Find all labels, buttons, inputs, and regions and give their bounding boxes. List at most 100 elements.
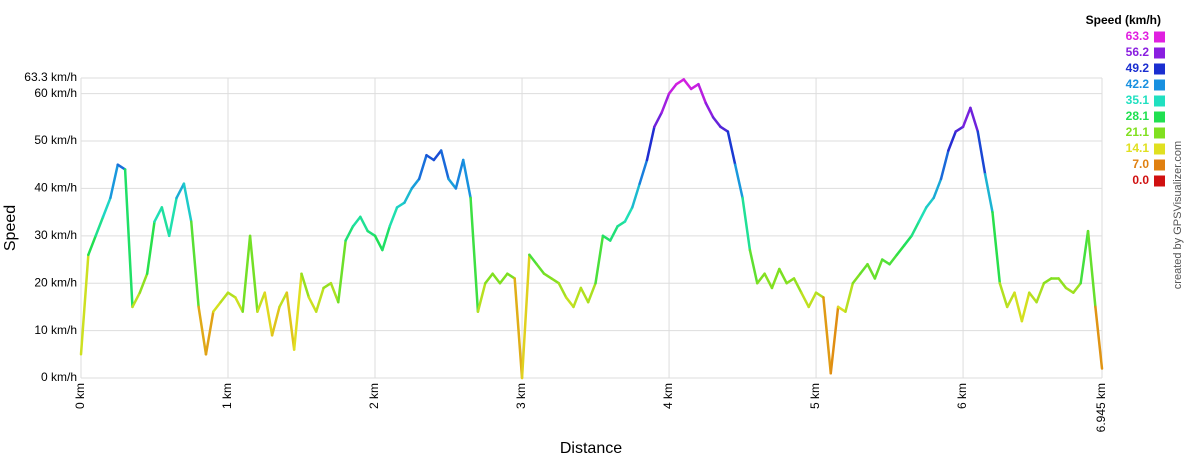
legend-label: 14.1 — [1126, 141, 1150, 155]
legend-label: 21.1 — [1126, 125, 1150, 139]
speed-segment — [763, 272, 774, 290]
speed-segment — [572, 286, 583, 309]
speed-segment — [1013, 291, 1024, 323]
speed-segment — [307, 296, 318, 313]
x-tick-label: 4 km — [661, 383, 675, 409]
speed-segment — [719, 125, 730, 133]
x-tick-label: 6.945 km — [1094, 383, 1108, 432]
speed-segment — [491, 272, 502, 285]
speed-segment — [822, 296, 833, 375]
speed-segment — [79, 253, 90, 356]
y-tick-label: 63.3 km/h — [24, 70, 77, 84]
legend-swatch — [1154, 175, 1165, 187]
speed-segment — [991, 210, 1002, 285]
speed-segment — [858, 263, 869, 275]
speed-segment — [851, 272, 862, 285]
speed-segment — [432, 149, 443, 162]
speed-segment — [167, 196, 178, 238]
speed-segment — [234, 296, 244, 313]
speed-segment — [116, 163, 127, 171]
speed-segment — [439, 149, 450, 181]
speed-segment — [454, 158, 465, 190]
speed-segment — [836, 305, 847, 313]
speed-segment — [256, 291, 267, 313]
speed-segment — [160, 206, 171, 238]
x-tick-label: 3 km — [514, 383, 528, 409]
speed-segment — [711, 116, 722, 129]
speed-segment — [138, 272, 149, 294]
y-tick-label: 50 km/h — [34, 133, 77, 147]
speed-segment — [506, 272, 516, 280]
speed-segment — [704, 101, 715, 119]
legend-label: 56.2 — [1126, 45, 1150, 59]
y-tick-label: 60 km/h — [34, 86, 77, 100]
speed-segment — [1020, 291, 1031, 323]
speed-segment — [770, 267, 781, 290]
legend-label: 28.1 — [1126, 109, 1150, 123]
x-tick-label: 0 km — [73, 383, 87, 409]
speed-segment — [667, 82, 678, 95]
speed-segment — [513, 277, 524, 380]
speed-segment — [638, 158, 649, 185]
y-tick-label: 10 km/h — [34, 323, 77, 337]
legend-swatch — [1154, 159, 1165, 171]
legend-label: 35.1 — [1126, 93, 1150, 107]
y-axis-title: Speed — [2, 205, 19, 251]
speed-segment — [270, 305, 281, 337]
speed-segment — [403, 187, 414, 204]
speed-segment — [917, 206, 928, 223]
speed-segment — [726, 130, 737, 166]
speed-segment — [954, 125, 965, 133]
speed-segment — [910, 220, 921, 238]
speed-segment — [689, 82, 700, 91]
speed-segment — [579, 286, 590, 304]
speed-segment — [520, 253, 531, 380]
legend-label: 0.0 — [1132, 173, 1149, 187]
speed-segment — [550, 277, 561, 285]
legend-swatch — [1154, 79, 1165, 91]
speed-segment — [586, 281, 597, 304]
speed-segment — [976, 130, 987, 176]
speed-segment — [101, 196, 112, 219]
speed-segment — [469, 196, 480, 313]
speed-segment — [888, 253, 899, 266]
speed-segment — [381, 225, 391, 252]
speed-segment — [756, 272, 766, 285]
legend-title: Speed (km/h) — [1086, 13, 1161, 27]
speed-segment — [631, 182, 641, 209]
speed-segment — [998, 281, 1009, 309]
speed-segment — [285, 291, 296, 351]
speed-segment — [741, 196, 752, 252]
legend-swatch — [1154, 143, 1165, 155]
speed-segment — [344, 225, 355, 242]
speed-segment — [145, 220, 156, 275]
speed-segment — [653, 111, 663, 129]
speed-segment — [844, 281, 855, 313]
speed-segment — [373, 234, 384, 252]
speed-segment — [241, 234, 252, 313]
speed-segment — [983, 172, 994, 214]
speed-segment — [219, 291, 230, 304]
speed-segment — [1086, 229, 1097, 309]
speed-segment — [87, 234, 97, 257]
speed-segment — [660, 92, 671, 114]
speed-segment — [748, 248, 759, 285]
speed-segment — [410, 177, 421, 190]
speed-segment — [608, 225, 619, 242]
speed-segment — [814, 291, 825, 299]
legend-swatch — [1154, 31, 1165, 43]
speed-segment — [925, 196, 935, 209]
speed-segment — [484, 272, 494, 285]
speed-segment — [329, 281, 340, 304]
speed-segment — [395, 201, 406, 209]
speed-segment — [535, 263, 546, 275]
speed-segment — [1079, 229, 1090, 285]
speed-segment — [866, 263, 877, 280]
speed-segment — [829, 305, 840, 375]
legend-label: 7.0 — [1132, 157, 1149, 171]
speed-segment — [300, 272, 311, 299]
legend-swatch — [1154, 95, 1165, 107]
speed-segment — [594, 234, 605, 285]
speed-segment — [212, 300, 222, 313]
